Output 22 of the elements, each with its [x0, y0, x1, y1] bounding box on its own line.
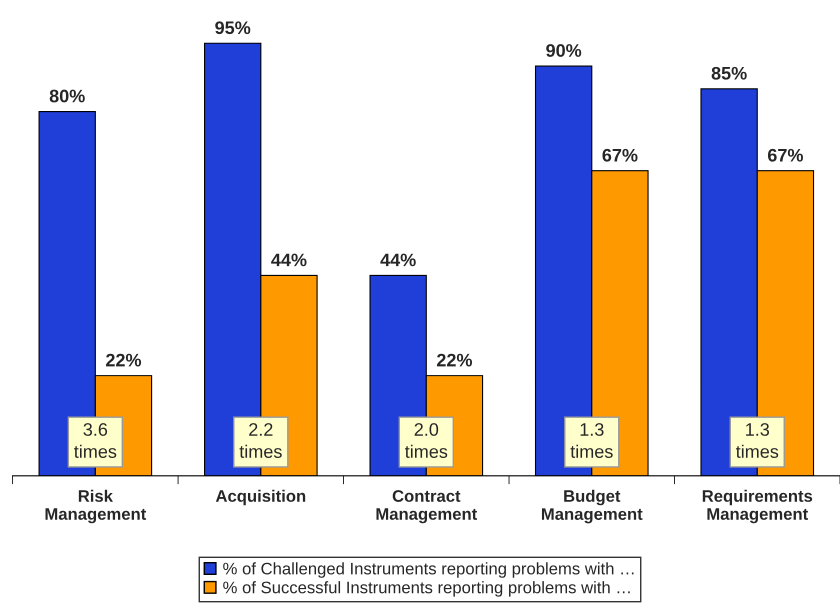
- annotation: 1.3 times: [570, 423, 613, 458]
- x-tick-label: Contract Management: [376, 490, 478, 524]
- x-tick-label: Budget Management: [542, 490, 643, 524]
- data-label: 90%: [546, 44, 582, 57]
- data-label: 67%: [768, 148, 803, 162]
- annotation: 1.3 times: [736, 423, 778, 458]
- legend-label: % of Challenged Instruments reporting problems with …: [223, 562, 634, 578]
- legend-label: % of Successful Instruments reporting problems with …: [223, 581, 630, 597]
- data-label: 85%: [712, 66, 747, 80]
- data-label: 22%: [436, 354, 472, 366]
- annotation: 3.6 times: [74, 423, 116, 458]
- x-tick-label: Requirements Management: [702, 490, 812, 524]
- x-tick-label: Acquisition: [216, 490, 306, 506]
- data-label: 44%: [271, 254, 307, 266]
- annotation: 2.0 times: [405, 423, 448, 458]
- data-label: 22%: [106, 354, 142, 366]
- annotation: 2.2 times: [240, 423, 282, 458]
- data-label: 80%: [50, 90, 85, 102]
- x-tick-label: Risk Management: [46, 490, 146, 524]
- data-label: 67%: [602, 148, 638, 162]
- data-label: 44%: [380, 254, 416, 266]
- data-label: 95%: [215, 21, 250, 34]
